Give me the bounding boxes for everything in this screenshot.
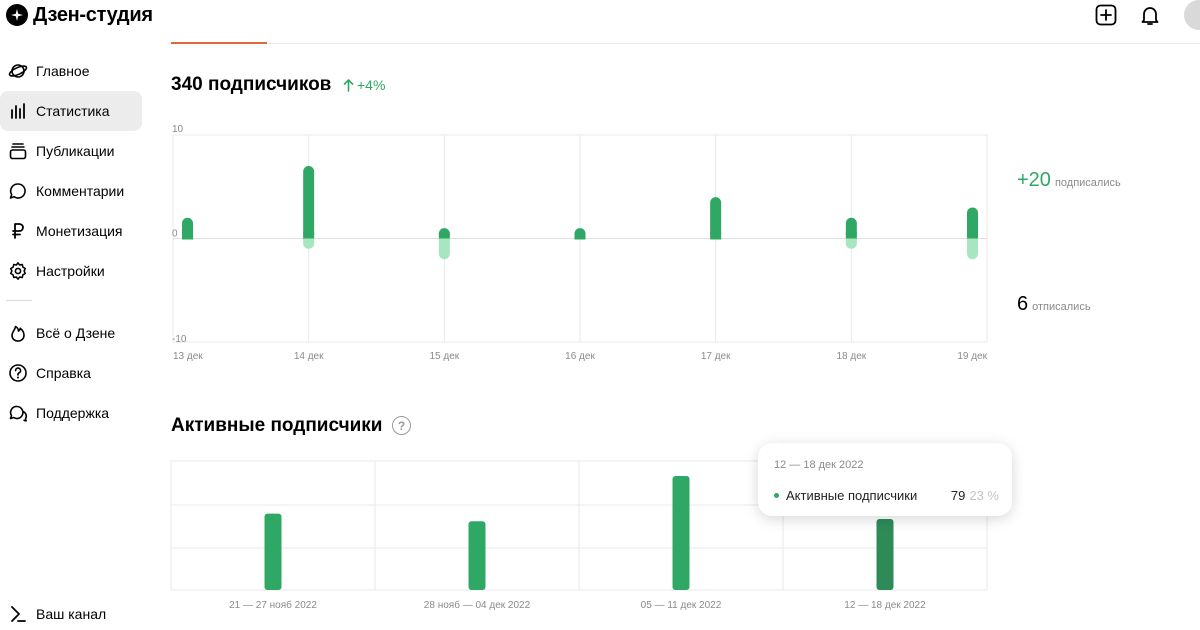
zen-logo-icon <box>6 4 28 26</box>
sidebar-item-comments[interactable]: Комментарии <box>0 171 142 211</box>
x-tick-label: 18 дек <box>836 351 866 362</box>
bar-unsubscribed <box>967 238 978 260</box>
bar-subscribed-base <box>967 232 978 240</box>
bar-unsubscribed-base <box>303 238 315 244</box>
x-tick-label: 16 дек <box>565 351 595 362</box>
x-tick-label: 13 дек <box>173 351 203 362</box>
chat-icon <box>9 405 28 422</box>
x-tick-label: 17 дек <box>701 351 731 362</box>
stack-icon <box>9 143 27 160</box>
sidebar-item-label: Справка <box>36 365 91 381</box>
sidebar-item-label: Комментарии <box>36 183 125 199</box>
bar-unsubscribed-base <box>967 238 978 244</box>
x-tick-label: 28 нояб — 04 дек 2022 <box>424 599 531 611</box>
tabs-divider <box>170 43 1200 44</box>
channel-icon <box>11 606 26 622</box>
x-tick-label: 19 дек <box>957 351 987 362</box>
sidebar-item-your-channel[interactable]: Ваш канал <box>0 594 142 630</box>
add-button[interactable] <box>1093 2 1119 28</box>
x-tick-label: 15 дек <box>429 351 459 362</box>
subscribers-change: +4% <box>343 77 385 93</box>
tooltip-value: 79 <box>950 488 966 503</box>
add-icon <box>1095 4 1117 26</box>
sidebar-item-label: Настройки <box>36 263 105 279</box>
subscribed-value: +20 <box>1017 169 1051 191</box>
sidebar-item-help[interactable]: Справка <box>0 353 142 393</box>
comment-icon <box>9 183 26 199</box>
unsubscribed-summary: 6 отписались <box>1017 293 1091 316</box>
bar-unsubscribed <box>438 238 450 260</box>
sidebar-item-label: Всё о Дзене <box>36 325 116 341</box>
gear-icon <box>9 262 27 280</box>
brand-name: Дзен-студия <box>33 3 153 26</box>
bar-subscribed-base <box>303 232 315 240</box>
bar-active-subscribers <box>672 476 690 590</box>
bar-subscribed-base <box>710 232 722 240</box>
sidebar-item-label: Ваш канал <box>36 606 107 622</box>
tooltip-date: 12 — 18 дек 2022 <box>774 459 864 471</box>
sidebar-item-label: Поддержка <box>36 405 110 421</box>
bar-subscribed <box>710 197 722 240</box>
help-icon[interactable]: ? <box>392 416 411 435</box>
avatar[interactable] <box>1184 0 1200 30</box>
sidebar-item-support[interactable]: Поддержка <box>0 393 142 433</box>
tooltip-series-dot <box>774 493 779 498</box>
chart-tooltip: 12 — 18 дек 2022 Активные подписчики 79 … <box>758 443 1012 516</box>
subscribers-change-value: +4% <box>357 77 386 93</box>
notifications-button[interactable] <box>1137 2 1163 28</box>
sidebar-item-publications[interactable]: Публикации <box>0 131 142 171</box>
sidebar-item-monetization[interactable]: Монетизация <box>0 211 142 251</box>
sidebar-item-about-zen[interactable]: Всё о Дзене <box>0 313 142 353</box>
unsubscribed-label: отписались <box>1032 301 1091 313</box>
subscriptions-chart: 10 0 -10 13 дек 14 дек 15 дек 16 дек 17 дек 18 д… <box>172 124 988 362</box>
bell-icon <box>1141 7 1159 25</box>
y-tick-label: 10 <box>172 124 184 135</box>
bar-unsubscribed-base <box>845 238 857 244</box>
ruble-icon <box>12 223 24 239</box>
bar-active-subscribers <box>264 513 282 590</box>
sidebar-item-main[interactable]: Главное <box>0 51 142 91</box>
planet-icon <box>8 64 28 78</box>
bar-subscribed <box>303 166 315 240</box>
bar-subscribed-base <box>438 232 450 240</box>
x-tick-label: 12 — 18 дек 2022 <box>844 600 926 611</box>
question-icon <box>9 364 27 382</box>
y-tick-label: 0 <box>172 229 178 240</box>
tooltip-row: Активные подписчики 79 23 % <box>774 488 999 503</box>
bar-subscribed-base <box>574 232 586 240</box>
bar-subscribed <box>967 207 978 240</box>
x-tick-label: 05 — 11 дек 2022 <box>641 600 722 611</box>
bar-subscribed-base <box>182 232 193 240</box>
active-tab-indicator[interactable] <box>171 42 267 44</box>
arrow-up-icon <box>343 79 354 92</box>
bar-unsubscribed-base <box>438 238 450 244</box>
sidebar-item-statistics[interactable]: Статистика <box>0 91 142 131</box>
sidebar-item-settings[interactable]: Настройки <box>0 251 142 291</box>
unsubscribed-value: 6 <box>1017 293 1029 315</box>
bar-active-subscribers <box>468 521 486 590</box>
sidebar-divider <box>6 300 32 301</box>
subscribed-summary: +20 подписались <box>1017 169 1121 192</box>
sidebar-item-label: Монетизация <box>36 223 123 239</box>
y-tick-label: -10 <box>172 334 187 345</box>
x-tick-label: 14 дек <box>294 351 324 362</box>
bar-chart-icon <box>11 103 25 119</box>
x-tick-label: 21 — 27 нояб 2022 <box>229 599 317 611</box>
logo[interactable]: Дзен-студия <box>6 2 153 28</box>
tooltip-percent: 23 % <box>969 488 999 503</box>
tooltip-label: Активные подписчики <box>786 488 918 503</box>
sidebar-item-label: Главное <box>36 63 90 79</box>
active-subscribers-title: Активные подписчики <box>171 415 383 436</box>
sidebar-item-label: Публикации <box>36 143 115 159</box>
sidebar-item-label: Статистика <box>36 103 110 119</box>
bar-subscribed-base <box>845 232 857 240</box>
subscribers-title: 340 подписчиков <box>171 74 332 95</box>
bar-active-subscribers <box>876 519 894 590</box>
flame-icon <box>11 325 25 342</box>
subscribed-label: подписались <box>1054 177 1121 189</box>
